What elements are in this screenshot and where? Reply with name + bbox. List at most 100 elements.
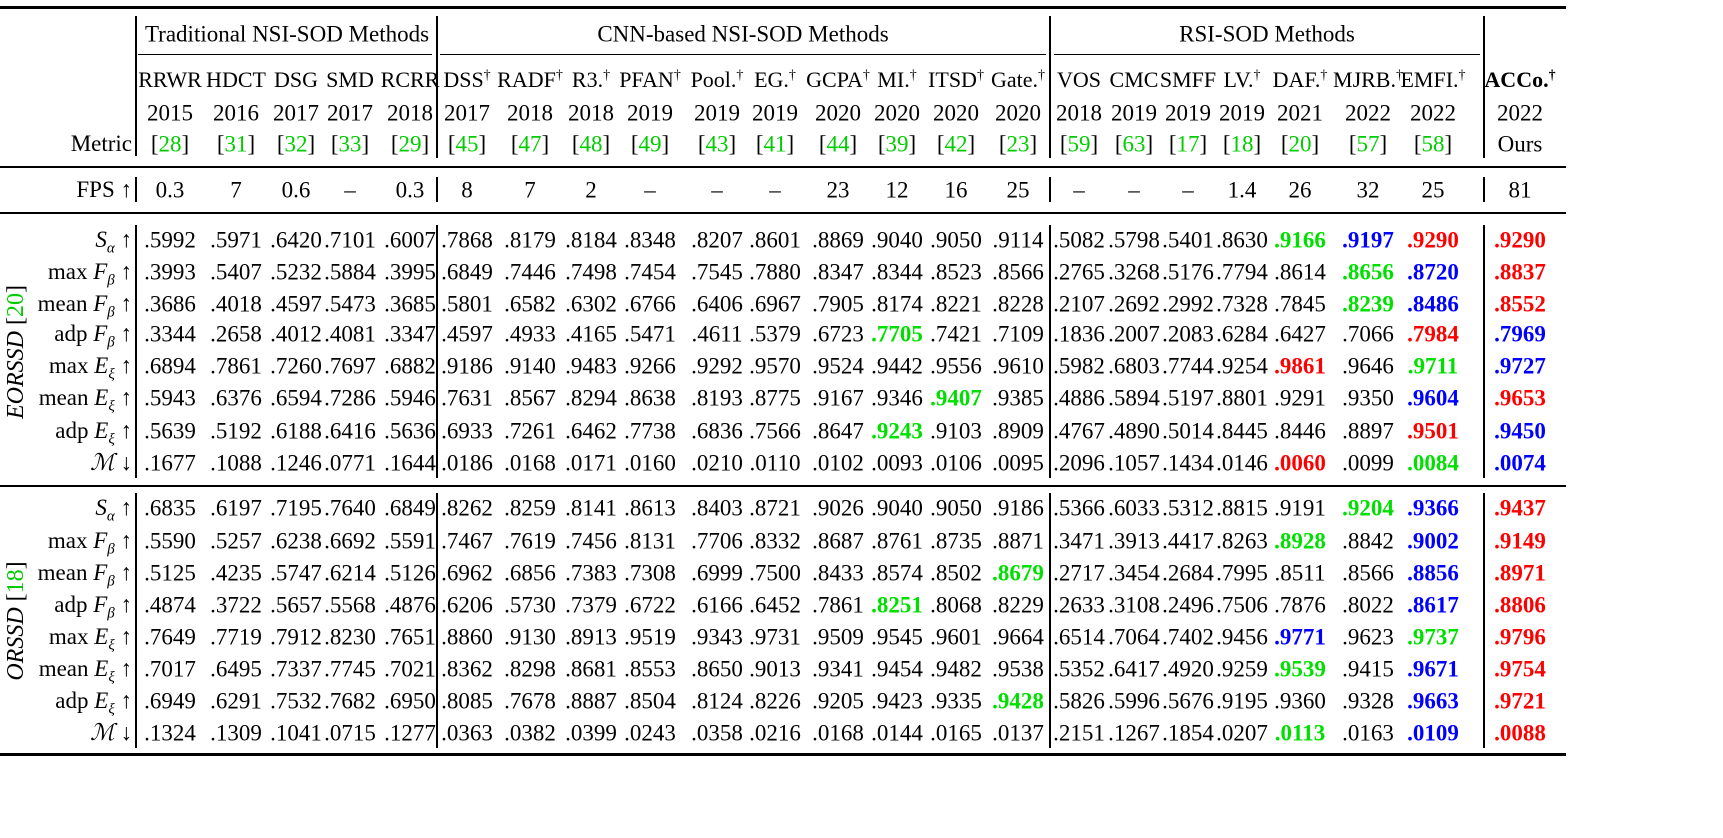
method-year: 2020 (933, 100, 979, 126)
score-cell: .9186 (441, 353, 493, 379)
score-cell: .7705 (871, 321, 923, 347)
score-cell: .8630 (1216, 227, 1268, 253)
score-cell: .8806 (1494, 592, 1546, 618)
method-name-text: GCPA (806, 67, 863, 93)
citation-number[interactable]: 23 (1006, 131, 1030, 157)
citation-number[interactable]: 47 (518, 131, 542, 157)
score-cell: .0093 (871, 450, 923, 476)
method-year: 2018 (387, 100, 433, 126)
score-cell: .3347 (384, 321, 436, 347)
score-cell: .6452 (749, 592, 801, 618)
score-cell: .1677 (144, 450, 196, 476)
dataset-rule (0, 485, 1566, 487)
score-cell: .8553 (624, 656, 676, 682)
citation-number[interactable]: 59 (1067, 131, 1091, 157)
citation-number[interactable]: 49 (638, 131, 662, 157)
score-cell: .7467 (441, 528, 493, 554)
dagger-mark: † (976, 67, 984, 83)
method-ref: [58] (1413, 131, 1453, 157)
score-cell: .8913 (565, 624, 617, 650)
citation-number[interactable]: 28 (158, 131, 182, 157)
score-cell: .7446 (504, 259, 556, 285)
score-cell: .9509 (812, 624, 864, 650)
citation-number[interactable]: 45 (455, 131, 479, 157)
method-name-text: RCRR (380, 67, 440, 92)
score-cell: .6376 (210, 385, 262, 411)
citation-number[interactable]: 57 (1356, 131, 1380, 157)
group-separator (1049, 225, 1051, 478)
citation-number[interactable]: 43 (705, 131, 729, 157)
citation-number[interactable]: 48 (579, 131, 603, 157)
metric-prefix: max (48, 353, 95, 378)
citation-number[interactable]: 39 (885, 131, 909, 157)
score-cell: .8601 (749, 227, 801, 253)
citation-number[interactable]: 32 (284, 131, 308, 157)
score-cell: .8068 (930, 592, 982, 618)
dagger-mark: † (603, 67, 611, 83)
method-name-text: HDCT (206, 67, 266, 92)
method-name: EMFI.† (1400, 67, 1466, 91)
score-cell: .0207 (1216, 720, 1268, 746)
score-cell: .5568 (324, 592, 376, 618)
fps-value: 0.6 (281, 177, 311, 203)
score-cell: .9423 (871, 688, 923, 714)
score-cell: .3344 (144, 321, 196, 347)
score-cell: .8897 (1342, 418, 1394, 444)
score-cell: .8613 (624, 495, 676, 521)
citation-number[interactable]: 31 (224, 131, 248, 157)
score-cell: .4890 (1108, 418, 1160, 444)
method-name-text: Gate. (990, 67, 1039, 93)
fps-value: 81 (1508, 177, 1532, 203)
citation-number[interactable]: 41 (763, 131, 787, 157)
score-cell: .2717 (1053, 560, 1105, 586)
score-cell: .7719 (210, 624, 262, 650)
score-cell: .6416 (324, 418, 376, 444)
citation-number[interactable]: 20 (3, 292, 29, 317)
score-cell: .6856 (504, 560, 556, 586)
citation-number[interactable]: 58 (1421, 131, 1445, 157)
score-cell: .0074 (1494, 450, 1546, 476)
method-name-text: ITSD (928, 67, 977, 93)
citation-number[interactable]: 20 (1288, 131, 1312, 157)
citation-number[interactable]: 44 (826, 131, 850, 157)
method-ref: [44] (818, 131, 858, 157)
score-cell: .5312 (1162, 495, 1214, 521)
citation-number[interactable]: 63 (1122, 131, 1146, 157)
score-cell: .7337 (270, 656, 322, 682)
score-cell: .9570 (749, 353, 801, 379)
metric-label: max Eξ ↑ (49, 354, 132, 383)
score-cell: .8263 (1216, 528, 1268, 554)
method-name: DAF.† (1273, 68, 1328, 91)
metric-symbol: ℳ (90, 450, 115, 475)
score-cell: .9103 (930, 418, 982, 444)
citation-number[interactable]: 33 (338, 131, 362, 157)
score-cell: .5730 (504, 592, 556, 618)
method-year: 2018 (1056, 100, 1102, 126)
dagger-mark: † (1458, 67, 1466, 83)
score-cell: .9186 (992, 495, 1044, 521)
method-year: 2019 (1111, 100, 1157, 126)
method-name: GCPA† (806, 67, 870, 93)
citation-number[interactable]: 17 (1176, 131, 1200, 157)
metric-arrow: ↑ (120, 353, 133, 378)
score-cell: .9243 (871, 418, 923, 444)
score-cell: .6291 (210, 688, 262, 714)
metric-prefix: mean (37, 291, 94, 316)
method-name: SMD (326, 69, 374, 91)
score-cell: .9328 (1342, 688, 1394, 714)
method-name: MJRB.† (1333, 68, 1403, 91)
citation-number[interactable]: 42 (944, 131, 968, 157)
metric-prefix: adp (54, 321, 94, 346)
score-cell: .5590 (144, 528, 196, 554)
citation-number[interactable]: 18 (1230, 131, 1254, 157)
score-cell: .8761 (871, 528, 923, 554)
citation-number[interactable]: 29 (398, 131, 422, 157)
dagger-mark: † (862, 67, 870, 83)
metric-prefix: mean (37, 560, 94, 585)
citation-number[interactable]: 18 (3, 568, 29, 593)
score-cell: .8221 (930, 291, 982, 317)
score-cell: .3685 (384, 291, 436, 317)
score-cell: .0168 (812, 720, 864, 746)
score-cell: .5894 (1108, 385, 1160, 411)
score-cell: .8523 (930, 259, 982, 285)
